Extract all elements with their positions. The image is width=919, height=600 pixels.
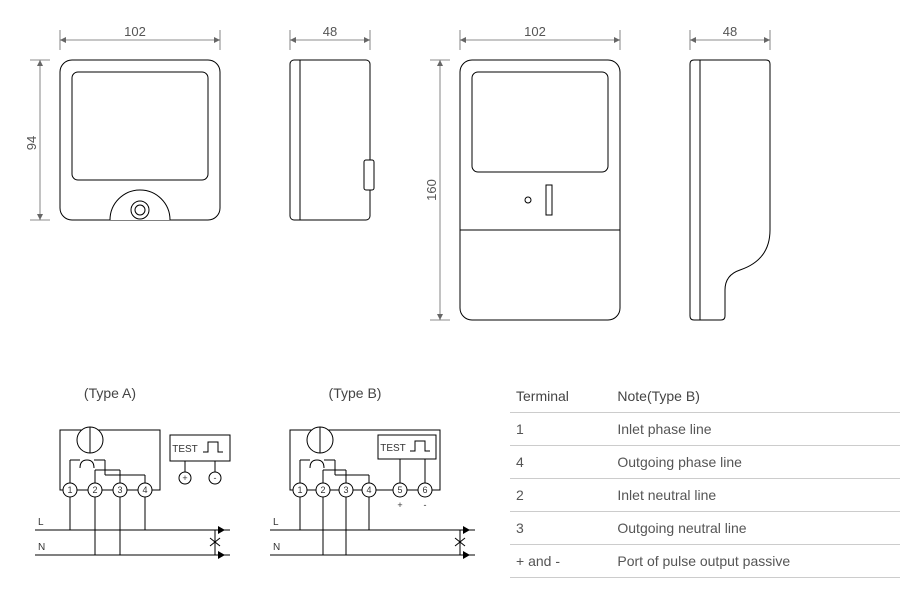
table-row: 4Outgoing phase line	[510, 446, 900, 479]
th-terminal: Terminal	[510, 380, 611, 413]
dim-front-a-height: 94	[24, 136, 39, 150]
bottom-row: (Type A) 1 2 3 4	[20, 380, 900, 580]
svg-text:6: 6	[422, 485, 427, 495]
th-note: Note(Type B)	[611, 380, 900, 413]
page: 102 94 48	[20, 20, 900, 580]
svg-text:3: 3	[117, 485, 122, 495]
label-L-a: L	[38, 517, 44, 528]
test-label-b: TEST	[380, 443, 406, 454]
svg-text:1: 1	[297, 485, 302, 495]
svg-text:4: 4	[142, 485, 147, 495]
drawings-row: 102 94 48	[20, 20, 900, 350]
schematic-type-a-block: (Type A) 1 2 3 4	[20, 380, 240, 580]
dim-side-b-width: 48	[723, 24, 737, 39]
table-row: + and -Port of pulse output passive	[510, 545, 900, 578]
svg-text:+: +	[397, 500, 402, 510]
svg-text:1: 1	[67, 485, 72, 495]
label-N-b: N	[273, 542, 280, 553]
drawing-side-b: 48	[670, 20, 790, 350]
schematic-type-b-block: (Type B) TEST 1 2 3 4 5 6 +	[260, 380, 490, 580]
label-L-b: L	[273, 517, 279, 528]
schematic-type-a: (Type A) 1 2 3 4	[20, 380, 240, 580]
svg-text:4: 4	[366, 485, 371, 495]
svg-text:+: +	[182, 473, 187, 483]
type-a-title: (Type A)	[84, 385, 136, 401]
drawing-front-b: 102 160	[420, 20, 640, 350]
test-label-a: TEST	[172, 444, 198, 455]
svg-text:3: 3	[343, 485, 348, 495]
table-row: 1Inlet phase line	[510, 413, 900, 446]
svg-text:5: 5	[397, 485, 402, 495]
svg-text:-: -	[424, 500, 427, 510]
label-N-a: N	[38, 542, 45, 553]
terminal-table: Terminal Note(Type B) 1Inlet phase line …	[510, 380, 900, 578]
dim-side-a-width: 48	[323, 24, 337, 39]
svg-text:2: 2	[320, 485, 325, 495]
dim-front-a-width: 102	[124, 24, 146, 39]
table-header-row: Terminal Note(Type B)	[510, 380, 900, 413]
dim-front-b-height: 160	[424, 179, 439, 201]
schematic-type-b: (Type B) TEST 1 2 3 4 5 6 +	[260, 380, 490, 580]
terminal-table-body: 1Inlet phase line 4Outgoing phase line 2…	[510, 413, 900, 578]
svg-text:-: -	[214, 473, 217, 483]
table-row: 3Outgoing neutral line	[510, 512, 900, 545]
svg-text:2: 2	[92, 485, 97, 495]
drawing-side-a: 48	[270, 20, 390, 270]
type-b-title: (Type B)	[329, 385, 382, 401]
dim-front-b-width: 102	[524, 24, 546, 39]
table-row: 2Inlet neutral line	[510, 479, 900, 512]
drawing-front-a: 102 94	[20, 20, 240, 270]
